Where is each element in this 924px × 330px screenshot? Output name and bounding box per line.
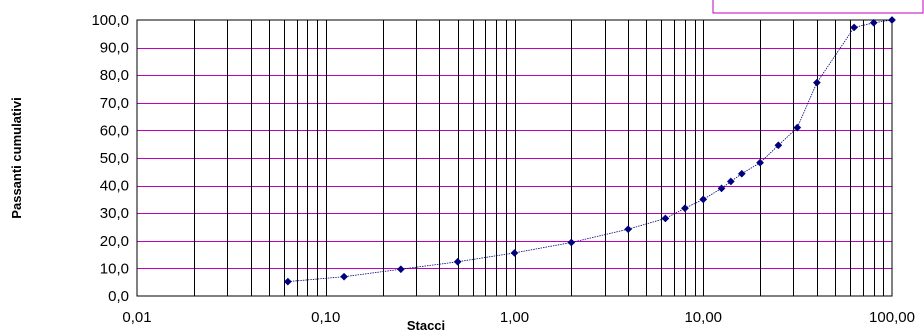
x-tick-label: 0,01 — [122, 309, 151, 326]
data-point — [283, 277, 292, 286]
y-tick-label: 0,0 — [108, 288, 129, 305]
data-point — [793, 123, 802, 132]
y-tick-label: 80,0 — [100, 67, 129, 84]
y-tick-label: 70,0 — [100, 95, 129, 112]
series-line — [287, 19, 893, 282]
y-axis-title: Passanti cumulativi — [9, 97, 24, 218]
data-point — [812, 78, 821, 87]
data-point — [850, 23, 859, 32]
data-point — [340, 272, 348, 281]
data-point — [567, 238, 576, 247]
y-axis-ticks: 0,0 10,0 20,0 30,0 40,0 50,0 60,0 70,0 80,0 90,0 1… — [91, 12, 129, 305]
plot-border — [136, 19, 893, 297]
y-tick-label: 50,0 — [100, 150, 129, 167]
data-point — [726, 177, 735, 186]
data-point — [396, 265, 405, 274]
y-tick-label: 30,0 — [100, 205, 129, 222]
y-tick-label: 20,0 — [100, 233, 129, 250]
y-tick-label: 90,0 — [100, 40, 129, 57]
data-point — [774, 141, 783, 150]
data-point — [624, 225, 633, 234]
x-axis-ticks: 0,01 0,10 1,00 10,00 100,00 — [122, 309, 915, 326]
horizontal-gridlines — [137, 48, 892, 269]
y-tick-label: 40,0 — [100, 178, 129, 195]
data-point — [661, 214, 670, 223]
x-tick-label: 0,10 — [311, 309, 340, 326]
legend-box — [712, 0, 924, 14]
data-point — [717, 184, 726, 193]
data-point — [869, 18, 878, 27]
y-tick-label: 100,0 — [91, 12, 129, 29]
x-axis-title: Stacci — [407, 318, 445, 330]
x-tick-label: 1,00 — [500, 309, 529, 326]
x-tick-label: 100,00 — [869, 309, 915, 326]
data-point — [510, 248, 519, 257]
series-layer — [283, 16, 896, 286]
data-point — [699, 195, 708, 204]
data-point — [453, 257, 462, 266]
data-point — [681, 204, 689, 213]
data-point — [888, 16, 896, 24]
x-tick-label: 10,00 — [684, 309, 722, 326]
y-tick-label: 60,0 — [100, 122, 129, 139]
data-point — [737, 169, 746, 178]
y-tick-label: 10,0 — [100, 260, 129, 277]
data-point — [756, 158, 765, 167]
